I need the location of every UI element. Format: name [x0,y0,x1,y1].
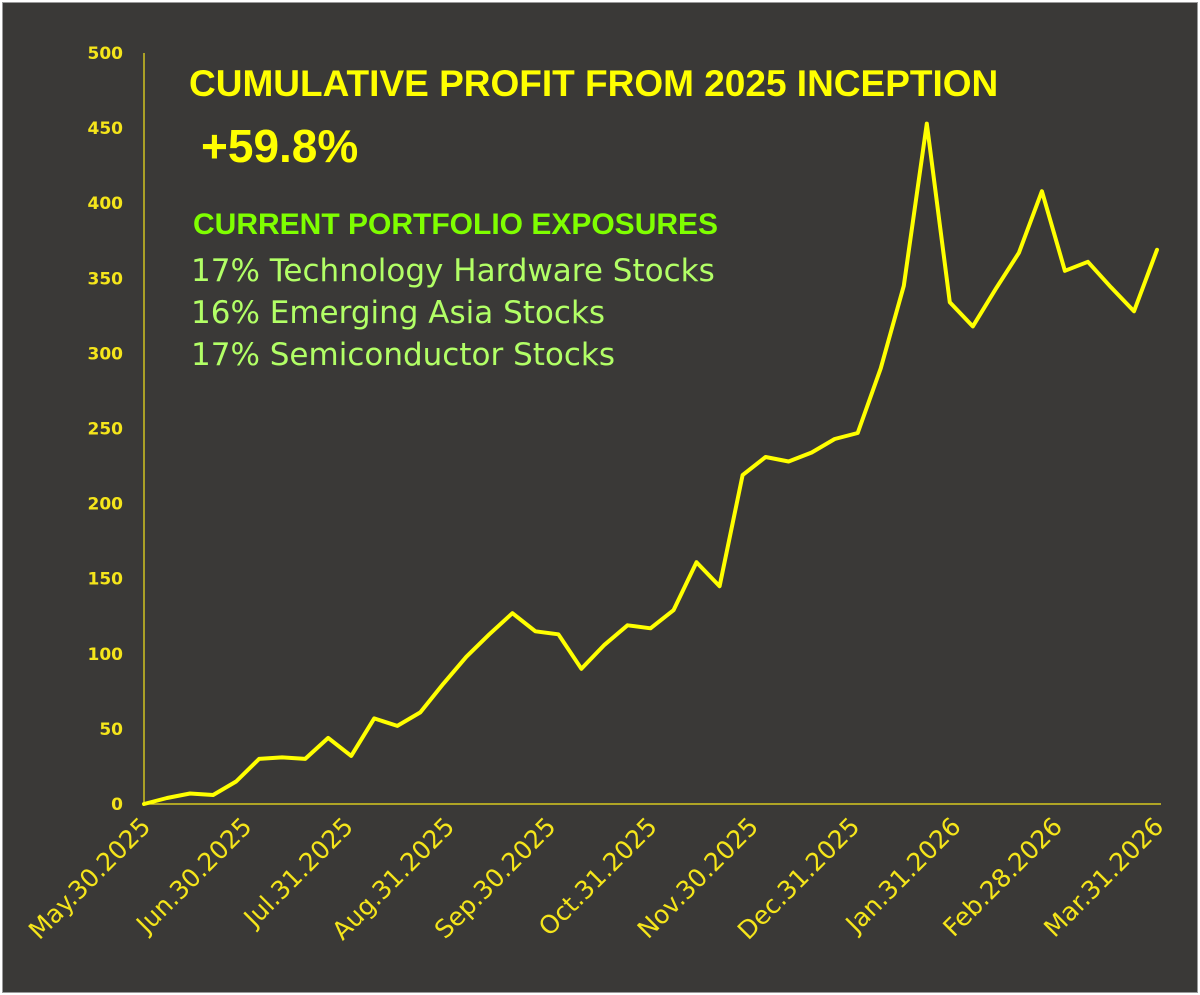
y-tick-label: 50 [99,720,123,740]
y-tick-label: 500 [88,44,124,64]
axes [143,53,1161,805]
series-group [142,121,1159,806]
cumulative-return-value: +59.8% [201,120,359,172]
y-axis-ticks: 0 50 100 150 200 250 300 350 400 450 500 [88,44,124,815]
y-tick-label: 400 [88,194,124,214]
x-axis-ticks: May.30.2025Jun.30.2025Jul.31.2025Aug.31.… [23,812,1169,946]
y-tick-label: 250 [88,420,124,440]
chart-title: CUMULATIVE PROFIT FROM 2025 INCEPTION [189,63,999,104]
y-tick-label: 0 [111,795,123,815]
y-tick-label: 450 [88,119,124,139]
exposure-item: 16% Emerging Asia Stocks [191,295,606,331]
exposure-item: 17% Technology Hardware Stocks [191,253,715,289]
y-tick-label: 200 [88,495,124,515]
y-tick-label: 100 [88,645,124,665]
series-line [142,121,1159,806]
y-tick-label: 350 [88,269,124,289]
line-chart: 0 50 100 150 200 250 300 350 400 450 500 May.30.20… [23,44,1169,946]
exposures-heading: CURRENT PORTFOLIO EXPOSURES [193,208,719,241]
exposure-item: 17% Semiconductor Stocks [191,337,616,373]
y-tick-label: 150 [88,570,124,590]
y-tick-label: 300 [88,344,124,364]
